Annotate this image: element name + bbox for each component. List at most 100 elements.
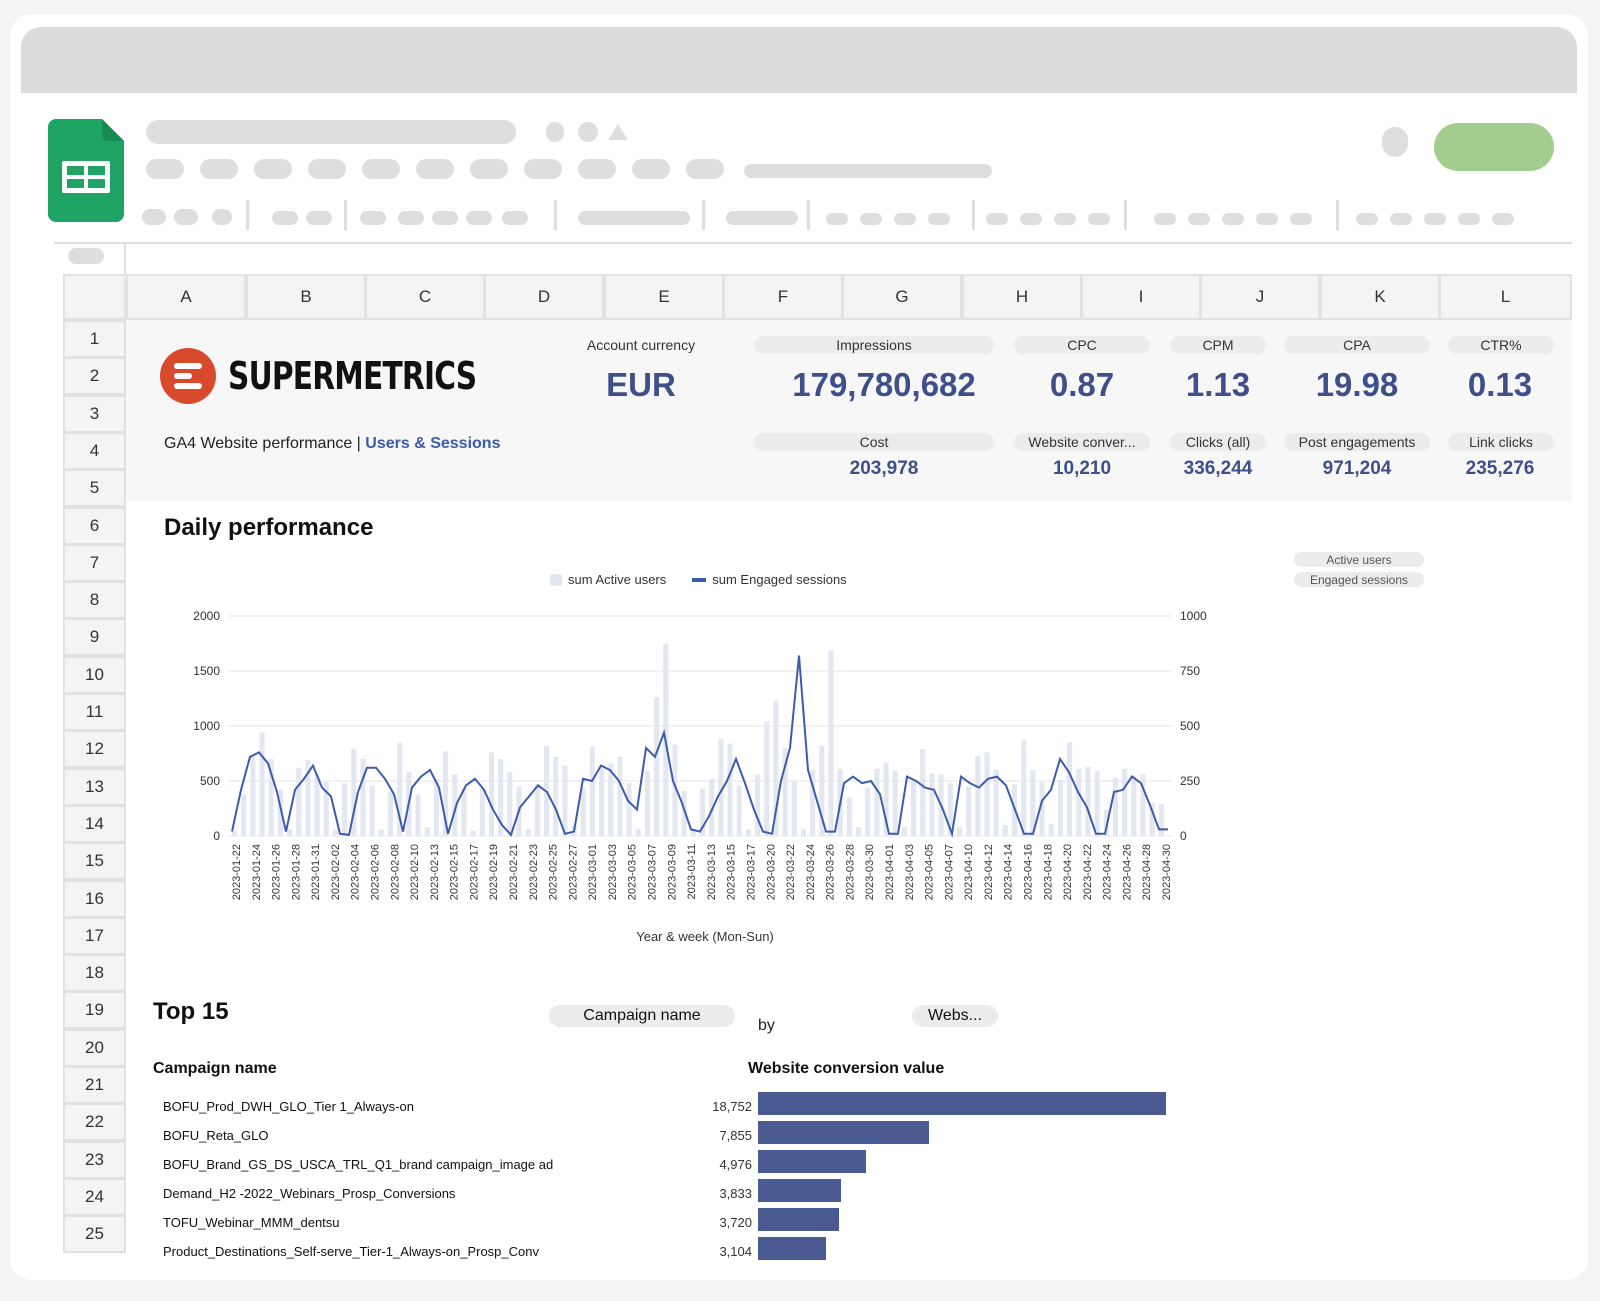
column-header[interactable]: L bbox=[1439, 274, 1572, 320]
row-header[interactable]: 17 bbox=[63, 916, 126, 955]
text-color-button[interactable] bbox=[928, 213, 950, 225]
menu-accessibility[interactable] bbox=[632, 159, 670, 179]
column-header[interactable]: C bbox=[365, 274, 485, 320]
google-sheets-icon[interactable] bbox=[48, 119, 124, 222]
row-header[interactable]: 11 bbox=[63, 693, 126, 731]
merge-cells-button[interactable] bbox=[1054, 213, 1076, 225]
column-header[interactable]: H bbox=[962, 274, 1082, 320]
currency-format-button[interactable] bbox=[306, 211, 332, 225]
select-all-corner[interactable] bbox=[63, 274, 126, 320]
font-size-select[interactable] bbox=[726, 211, 798, 225]
doc-title-placeholder[interactable] bbox=[146, 120, 516, 144]
valign-button[interactable] bbox=[1154, 213, 1176, 225]
row-header[interactable]: 24 bbox=[63, 1177, 126, 1216]
italic-button[interactable] bbox=[860, 213, 882, 225]
column-header[interactable]: D bbox=[484, 274, 604, 320]
menu-data[interactable] bbox=[416, 159, 454, 179]
more-formats-button[interactable] bbox=[466, 211, 492, 225]
menu-file[interactable] bbox=[146, 159, 184, 179]
conversion-bar[interactable] bbox=[758, 1121, 929, 1144]
row-header[interactable]: 1 bbox=[63, 320, 126, 358]
conversion-bar[interactable] bbox=[758, 1092, 1166, 1115]
row-header[interactable]: 8 bbox=[63, 581, 126, 620]
subtitle-link[interactable]: Users & Sessions bbox=[365, 435, 501, 452]
row-header[interactable]: 7 bbox=[63, 543, 126, 582]
row-header[interactable]: 14 bbox=[63, 804, 126, 843]
borders-button[interactable] bbox=[1020, 213, 1042, 225]
dimension-selector[interactable]: Campaign name bbox=[549, 1005, 735, 1027]
row-header[interactable]: 4 bbox=[63, 431, 126, 470]
row-header[interactable]: 2 bbox=[63, 357, 126, 396]
row-header[interactable]: 15 bbox=[63, 842, 126, 881]
last-edit-placeholder[interactable] bbox=[744, 164, 992, 178]
column-header[interactable]: A bbox=[126, 274, 246, 320]
conversion-value-cell: 3,720 bbox=[719, 1215, 752, 1230]
row-header[interactable]: 22 bbox=[63, 1103, 126, 1142]
menu-edit[interactable] bbox=[200, 159, 238, 179]
column-header[interactable]: G bbox=[842, 274, 962, 320]
zoom-control[interactable] bbox=[272, 211, 298, 225]
metric-selector[interactable]: Webs... bbox=[912, 1005, 998, 1027]
star-icon[interactable] bbox=[546, 122, 564, 142]
align-button[interactable] bbox=[1088, 213, 1110, 225]
functions-button[interactable] bbox=[1458, 213, 1480, 225]
conversion-bar[interactable] bbox=[758, 1150, 867, 1173]
menu-view[interactable] bbox=[254, 159, 292, 179]
name-box[interactable] bbox=[68, 248, 104, 264]
row-header[interactable]: 20 bbox=[63, 1028, 126, 1067]
row-header[interactable]: 10 bbox=[63, 655, 126, 694]
chart-button[interactable] bbox=[1356, 213, 1378, 225]
conversion-bar[interactable] bbox=[758, 1208, 839, 1231]
decimal-decrease-button[interactable] bbox=[398, 211, 424, 225]
share-button[interactable] bbox=[1434, 123, 1554, 171]
link-button[interactable] bbox=[1256, 213, 1278, 225]
decimal-increase-button[interactable] bbox=[432, 211, 458, 225]
comment-button[interactable] bbox=[1290, 213, 1312, 225]
row-header[interactable]: 25 bbox=[63, 1215, 126, 1254]
row-header[interactable]: 6 bbox=[63, 506, 126, 545]
print-icon[interactable] bbox=[212, 209, 232, 225]
rotate-button[interactable] bbox=[1222, 213, 1244, 225]
percent-format-button[interactable] bbox=[360, 211, 386, 225]
active-users-chip[interactable]: Active users bbox=[1294, 552, 1424, 567]
menu-help[interactable] bbox=[578, 159, 616, 179]
row-header[interactable]: 19 bbox=[63, 991, 126, 1030]
row-header[interactable]: 3 bbox=[63, 394, 126, 433]
move-icon[interactable] bbox=[578, 122, 598, 142]
column-header[interactable]: F bbox=[723, 274, 843, 320]
undo-icon[interactable] bbox=[142, 209, 166, 225]
row-header[interactable]: 23 bbox=[63, 1140, 126, 1179]
menu-insert[interactable] bbox=[308, 159, 346, 179]
font-family-select[interactable] bbox=[578, 211, 690, 225]
strikethrough-button[interactable] bbox=[894, 213, 916, 225]
row-header[interactable]: 5 bbox=[63, 469, 126, 508]
fill-color-button[interactable] bbox=[986, 213, 1008, 225]
comments-icon[interactable] bbox=[1382, 127, 1408, 157]
more-button[interactable] bbox=[1492, 213, 1514, 225]
engaged-sessions-chip[interactable]: Engaged sessions bbox=[1294, 572, 1424, 587]
menu-format[interactable] bbox=[362, 159, 400, 179]
column-header[interactable]: E bbox=[604, 274, 724, 320]
redo-icon[interactable] bbox=[174, 209, 198, 225]
filter-button[interactable] bbox=[1390, 213, 1412, 225]
format-button[interactable] bbox=[502, 211, 528, 225]
row-header[interactable]: 16 bbox=[63, 879, 126, 918]
menu-extra[interactable] bbox=[686, 159, 724, 179]
bar-active-users bbox=[378, 829, 384, 836]
column-header[interactable]: K bbox=[1320, 274, 1440, 320]
row-header[interactable]: 9 bbox=[63, 618, 126, 657]
column-header[interactable]: I bbox=[1081, 274, 1201, 320]
column-header[interactable]: B bbox=[246, 274, 366, 320]
bold-button[interactable] bbox=[826, 213, 848, 225]
conversion-bar[interactable] bbox=[758, 1237, 826, 1260]
menu-extensions[interactable] bbox=[524, 159, 562, 179]
column-header[interactable]: J bbox=[1200, 274, 1320, 320]
menu-tools[interactable] bbox=[470, 159, 508, 179]
row-header[interactable]: 21 bbox=[63, 1066, 126, 1104]
filter-views-button[interactable] bbox=[1424, 213, 1446, 225]
row-header[interactable]: 12 bbox=[63, 730, 126, 769]
row-header[interactable]: 13 bbox=[63, 767, 126, 806]
wrap-button[interactable] bbox=[1188, 213, 1210, 225]
row-header[interactable]: 18 bbox=[63, 954, 126, 993]
conversion-bar[interactable] bbox=[758, 1179, 842, 1202]
